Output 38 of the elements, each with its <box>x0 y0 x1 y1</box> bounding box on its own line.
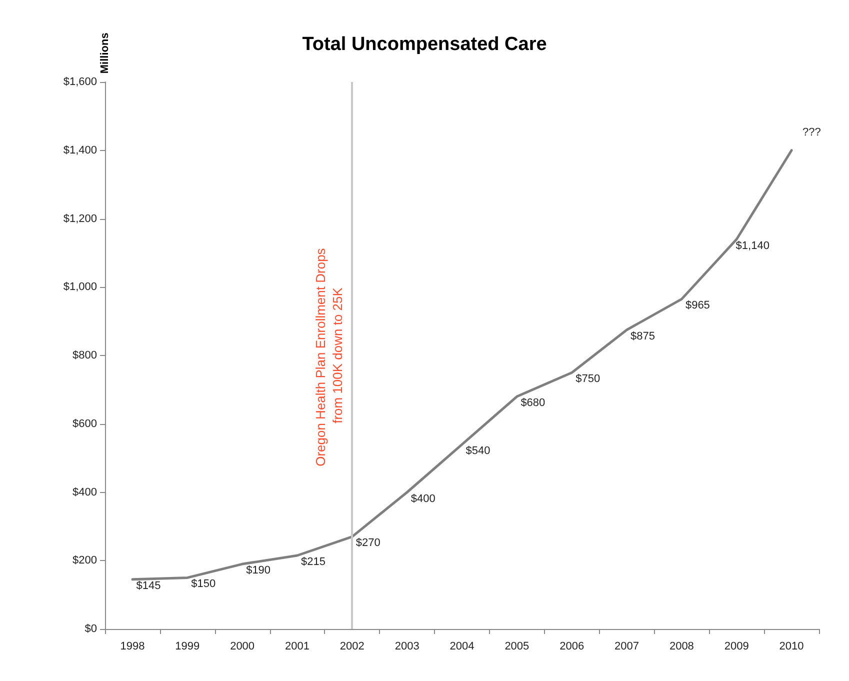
x-tick-label: 2002 <box>340 640 364 652</box>
y-axis-title: Millions <box>99 32 111 74</box>
chart-title: Total Uncompensated Care <box>302 34 547 55</box>
y-tick-label: $800 <box>72 350 97 362</box>
x-tick-label: 2004 <box>450 640 474 652</box>
x-tick-label: 2000 <box>230 640 255 652</box>
x-tick-label: 2006 <box>560 640 584 652</box>
y-tick-label: $1,000 <box>63 281 97 294</box>
data-label: $145 <box>136 580 161 592</box>
x-tick-label: 2010 <box>779 640 804 652</box>
data-label: $965 <box>685 300 710 312</box>
y-tick-label: $1,200 <box>63 212 97 225</box>
y-tick-label: $1,600 <box>63 76 97 88</box>
x-tick-label: 1999 <box>175 640 200 652</box>
data-label: $540 <box>466 444 490 457</box>
y-tick-label: $400 <box>72 486 97 498</box>
x-tick-label: 2009 <box>724 640 749 652</box>
data-label: ??? <box>802 126 821 138</box>
x-tick-label: 2007 <box>614 640 640 652</box>
data-label: $150 <box>191 578 216 590</box>
data-label: $680 <box>520 397 546 410</box>
y-tick-label: $200 <box>72 554 97 567</box>
x-tick-label: 1998 <box>120 640 145 652</box>
y-tick-label: $600 <box>72 418 97 430</box>
data-label: $750 <box>576 373 600 386</box>
data-label: $1,140 <box>736 240 770 252</box>
data-label: $400 <box>410 492 436 505</box>
data-label: $190 <box>246 564 271 577</box>
y-tick-label: $0 <box>84 623 97 635</box>
y-tick-label: $1,400 <box>63 144 97 156</box>
x-tick-label: 2003 <box>394 640 420 652</box>
data-label: $215 <box>300 556 326 568</box>
data-label: $270 <box>356 537 380 550</box>
x-tick-label: 2001 <box>284 640 310 652</box>
data-label: $875 <box>630 330 656 342</box>
x-tick-label: 2005 <box>504 640 530 652</box>
ref-line-label: Oregon Health Plan Enrollment Drops from 100K down to 25K <box>313 244 346 466</box>
x-tick-label: 2008 <box>669 640 694 652</box>
